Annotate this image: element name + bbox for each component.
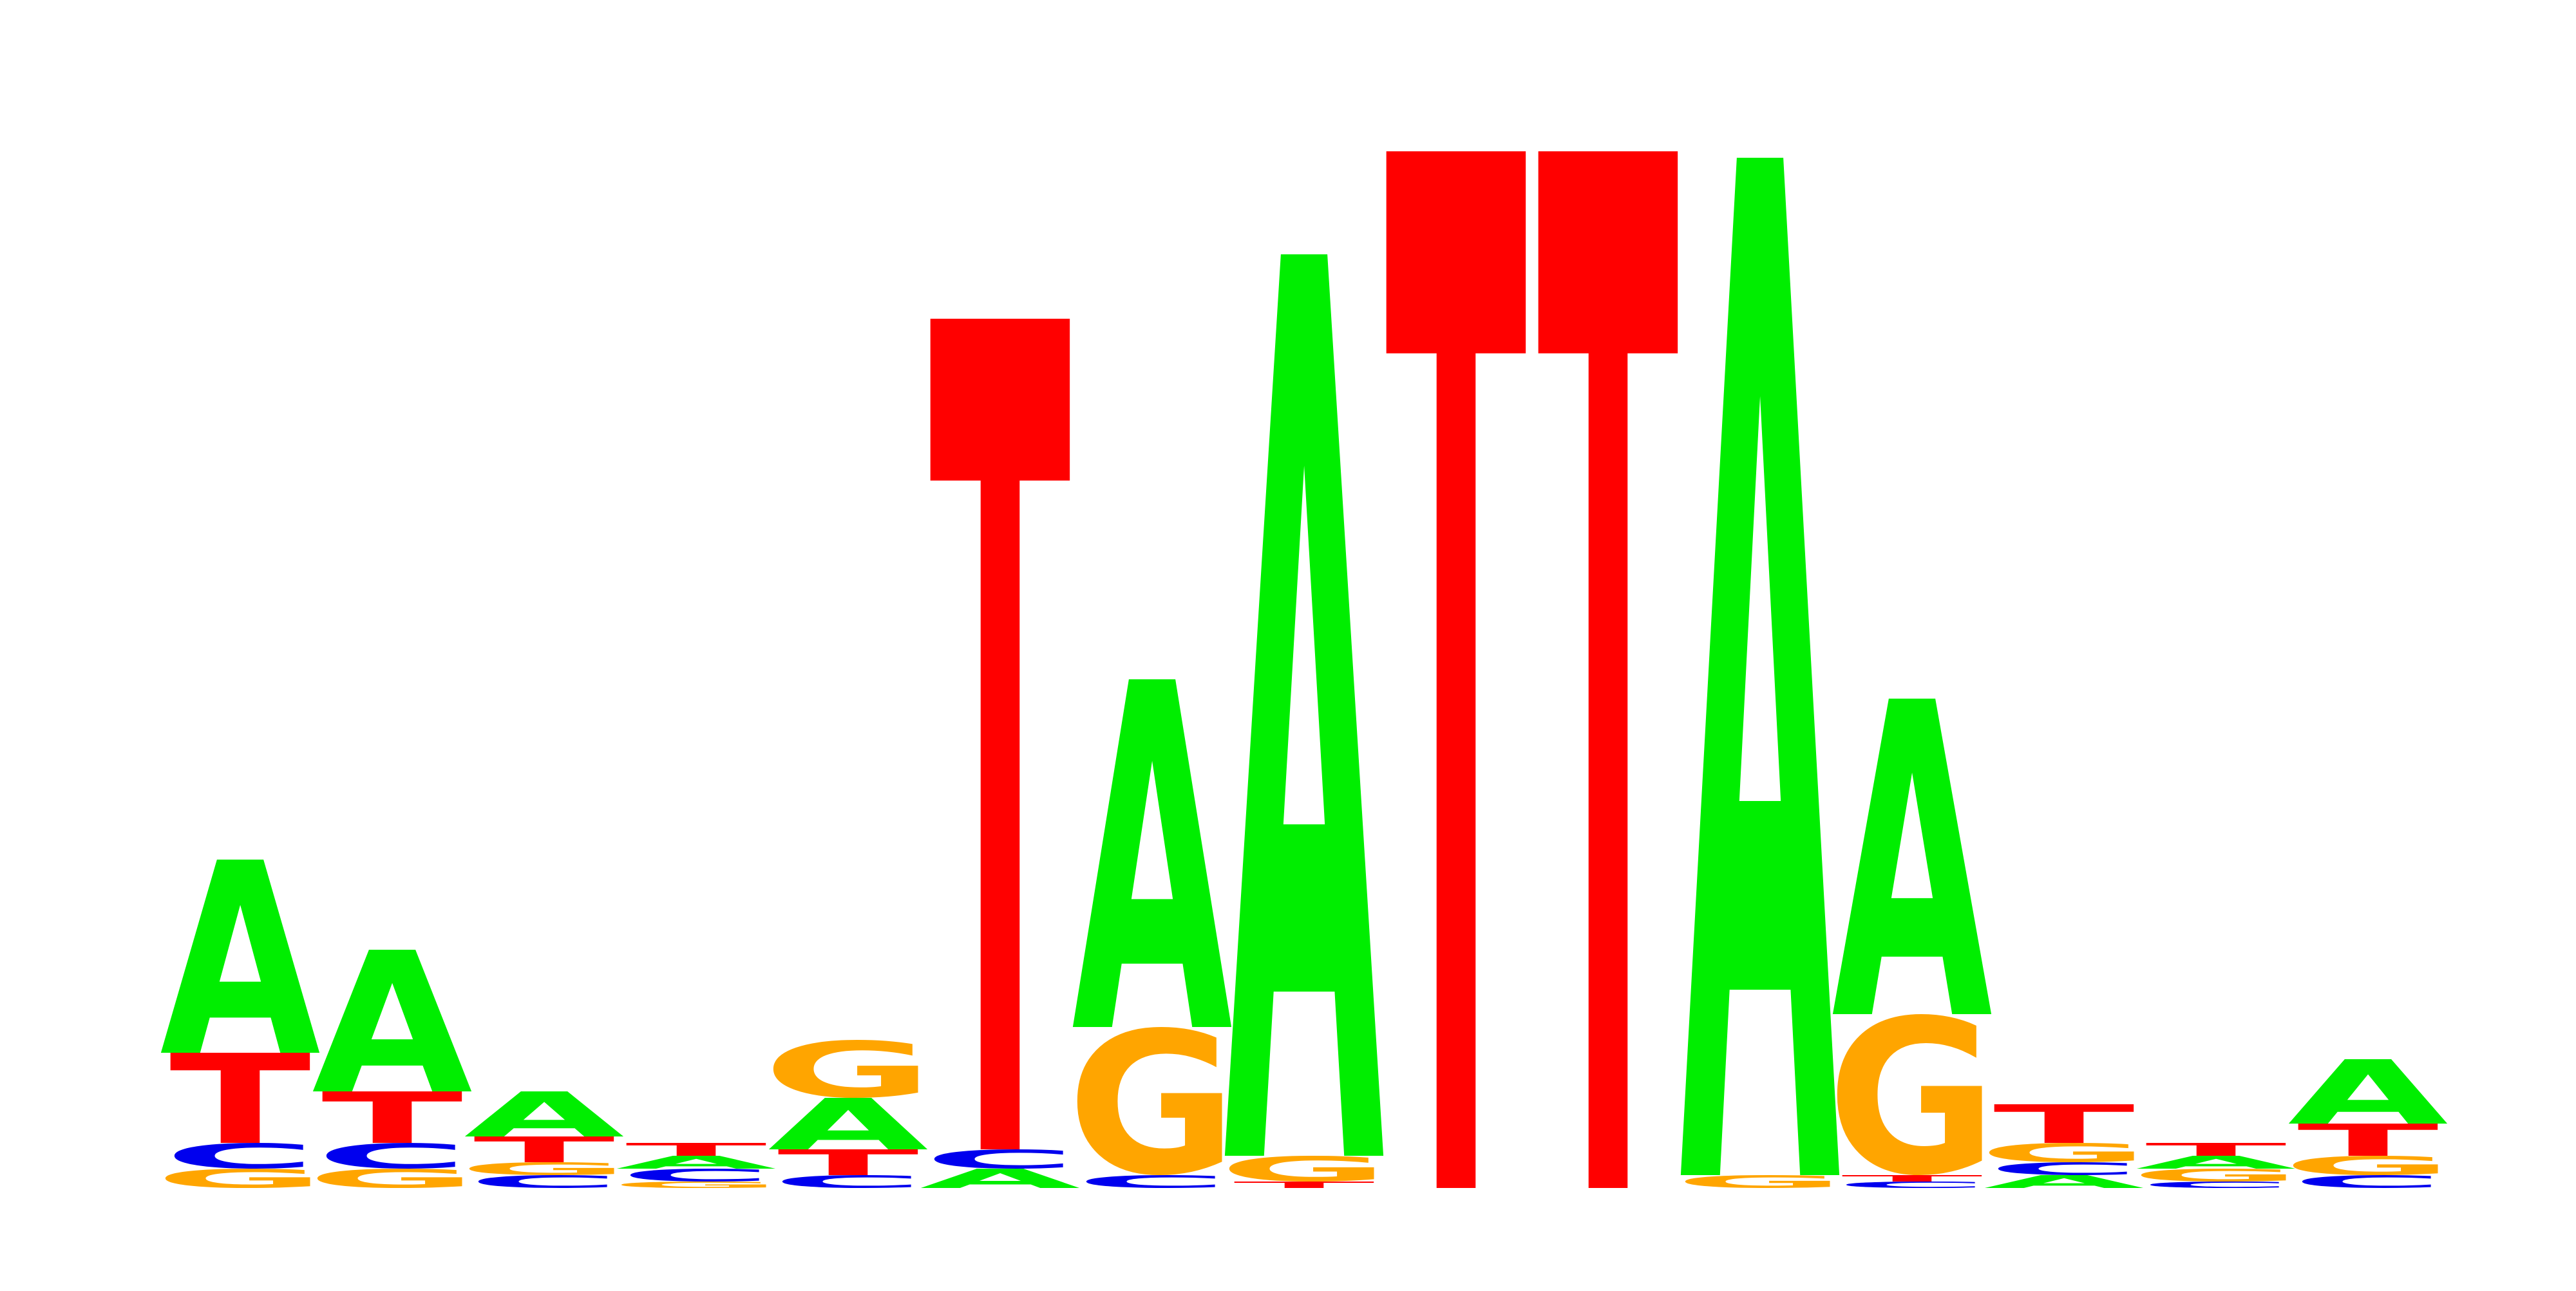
- logo-letter-C-pos3: C: [468, 1172, 620, 1192]
- logo-letter-A-pos12: A: [1832, 614, 1994, 1117]
- logo-letter-T-pos12: T: [1841, 1173, 1983, 1183]
- logo-letter-A-pos11: A: [1680, 0, 1842, 1288]
- logo-letter-A-pos2: A: [312, 911, 474, 1138]
- logo-letter-T-pos3: T: [473, 1129, 615, 1171]
- logo-letter-A-pos14: A: [2136, 1153, 2296, 1173]
- logo-letter-G-pos13: G: [1979, 1138, 2149, 1168]
- logo-letter-C-pos15: C: [2292, 1172, 2444, 1192]
- logo-letter-G-pos12: G: [1827, 974, 1997, 1222]
- logo-letter-G-pos2: G: [307, 1164, 477, 1194]
- logo-letter-T-pos6: T: [929, 91, 1072, 1288]
- logo-letter-C-pos7: C: [1076, 1172, 1228, 1192]
- logo-letter-C-pos4: C: [620, 1165, 772, 1185]
- logo-letter-C-pos5: C: [772, 1172, 924, 1192]
- logo-column-9: T: [1385, 0, 1528, 1291]
- logo-column-11: GA: [1675, 0, 1845, 1291]
- logo-letter-C-pos14: C: [2140, 1180, 2292, 1190]
- logo-column-6: ACT: [920, 91, 1080, 1291]
- logo-letter-T-pos1: T: [169, 1028, 312, 1173]
- logo-letter-C-pos13: C: [1988, 1159, 2140, 1179]
- logo-letter-G-pos7: G: [1067, 990, 1237, 1218]
- logo-letter-T-pos10: T: [1537, 0, 1680, 1288]
- logo-letter-G-pos14: G: [2131, 1165, 2301, 1185]
- logo-letter-T-pos4: T: [625, 1140, 767, 1160]
- logo-letter-C-pos2: C: [316, 1136, 468, 1176]
- logo-letter-A-pos3: A: [464, 1079, 624, 1151]
- logo-letter-T-pos2: T: [321, 1077, 463, 1160]
- logo-letter-T-pos14: T: [2145, 1140, 2287, 1160]
- logo-letter-G-pos3: G: [459, 1159, 629, 1179]
- logo-letter-G-pos11: G: [1675, 1172, 1845, 1192]
- logo-letter-T-pos9: T: [1385, 0, 1528, 1288]
- logo-letter-G-pos4: G: [611, 1180, 781, 1190]
- logo-letter-A-pos7: A: [1072, 585, 1234, 1140]
- logo-letter-A-pos15: A: [2287, 1042, 2448, 1145]
- logo-letter-T-pos8: T: [1233, 1180, 1375, 1190]
- logo-letter-C-pos1: C: [164, 1136, 316, 1176]
- logo-letter-A-pos13: A: [1984, 1172, 2144, 1192]
- logo-letter-A-pos6: A: [920, 1164, 1080, 1194]
- logo-letter-T-pos15: T: [2297, 1115, 2439, 1166]
- logo-letter-A-pos1: A: [160, 807, 322, 1116]
- logo-letter-T-pos13: T: [1993, 1094, 2135, 1156]
- logo-column-8: TGA: [1219, 8, 1389, 1291]
- logo-letter-G-pos5: G: [763, 1026, 933, 1115]
- logo-letter-G-pos15: G: [2283, 1151, 2453, 1181]
- logo-letter-A-pos5: A: [768, 1084, 928, 1166]
- logo-letter-C-pos6: C: [924, 1145, 1076, 1174]
- logo-column-10: T: [1537, 0, 1680, 1291]
- logo-letter-A-pos4: A: [616, 1153, 776, 1173]
- logo-letter-G-pos1: G: [155, 1164, 325, 1194]
- logo-letter-C-pos12: C: [1836, 1180, 1988, 1190]
- logo-letter-G-pos8: G: [1219, 1149, 1389, 1189]
- logo-letter-T-pos5: T: [777, 1142, 919, 1183]
- logo-letter-A-pos8: A: [1224, 8, 1386, 1288]
- logo-column-7: CGA: [1067, 585, 1237, 1219]
